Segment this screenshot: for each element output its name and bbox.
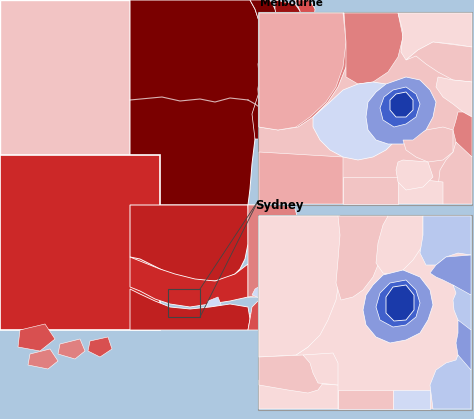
Polygon shape (343, 177, 398, 204)
Polygon shape (259, 216, 341, 357)
Text: Sydney: Sydney (255, 199, 303, 212)
Polygon shape (420, 216, 471, 265)
Polygon shape (308, 114, 322, 131)
Polygon shape (376, 280, 420, 327)
Polygon shape (363, 270, 433, 343)
Polygon shape (303, 353, 338, 385)
Polygon shape (406, 42, 472, 82)
Polygon shape (438, 142, 472, 204)
Polygon shape (453, 285, 471, 330)
Polygon shape (248, 205, 302, 297)
Polygon shape (248, 294, 308, 330)
Polygon shape (336, 216, 388, 300)
Polygon shape (403, 127, 453, 162)
Text: Melbourne: Melbourne (260, 0, 323, 8)
Polygon shape (295, 0, 315, 94)
Polygon shape (456, 320, 471, 370)
Polygon shape (308, 89, 322, 111)
Bar (0, 155, 160, 330)
Polygon shape (259, 380, 338, 409)
Polygon shape (393, 390, 430, 409)
Polygon shape (343, 13, 403, 84)
Polygon shape (453, 112, 472, 157)
Polygon shape (248, 205, 302, 297)
Polygon shape (130, 0, 262, 205)
Polygon shape (130, 205, 248, 281)
Bar (258, 215, 472, 410)
Polygon shape (376, 216, 423, 275)
Bar (258, 12, 472, 205)
Bar (0, 0, 130, 160)
Polygon shape (396, 160, 433, 190)
Polygon shape (430, 255, 471, 295)
Bar (259, 13, 471, 204)
Polygon shape (130, 257, 248, 307)
Polygon shape (18, 324, 55, 351)
Polygon shape (259, 152, 343, 204)
Polygon shape (390, 92, 413, 117)
Polygon shape (275, 0, 302, 130)
Polygon shape (398, 177, 443, 204)
Polygon shape (398, 13, 472, 60)
Polygon shape (130, 289, 250, 330)
Polygon shape (259, 355, 323, 393)
Polygon shape (259, 216, 340, 360)
Polygon shape (28, 349, 58, 369)
Bar (259, 216, 471, 409)
Polygon shape (206, 297, 222, 313)
Polygon shape (436, 77, 472, 117)
Polygon shape (248, 311, 270, 327)
Polygon shape (380, 87, 420, 127)
Polygon shape (259, 13, 346, 130)
Polygon shape (313, 82, 406, 160)
Polygon shape (88, 337, 112, 357)
Polygon shape (250, 0, 282, 139)
Polygon shape (366, 77, 436, 144)
Polygon shape (430, 355, 471, 409)
Polygon shape (252, 281, 272, 299)
Polygon shape (259, 13, 348, 130)
Polygon shape (58, 339, 85, 359)
Polygon shape (386, 285, 414, 321)
Bar (168, 289, 200, 317)
Polygon shape (338, 390, 393, 409)
